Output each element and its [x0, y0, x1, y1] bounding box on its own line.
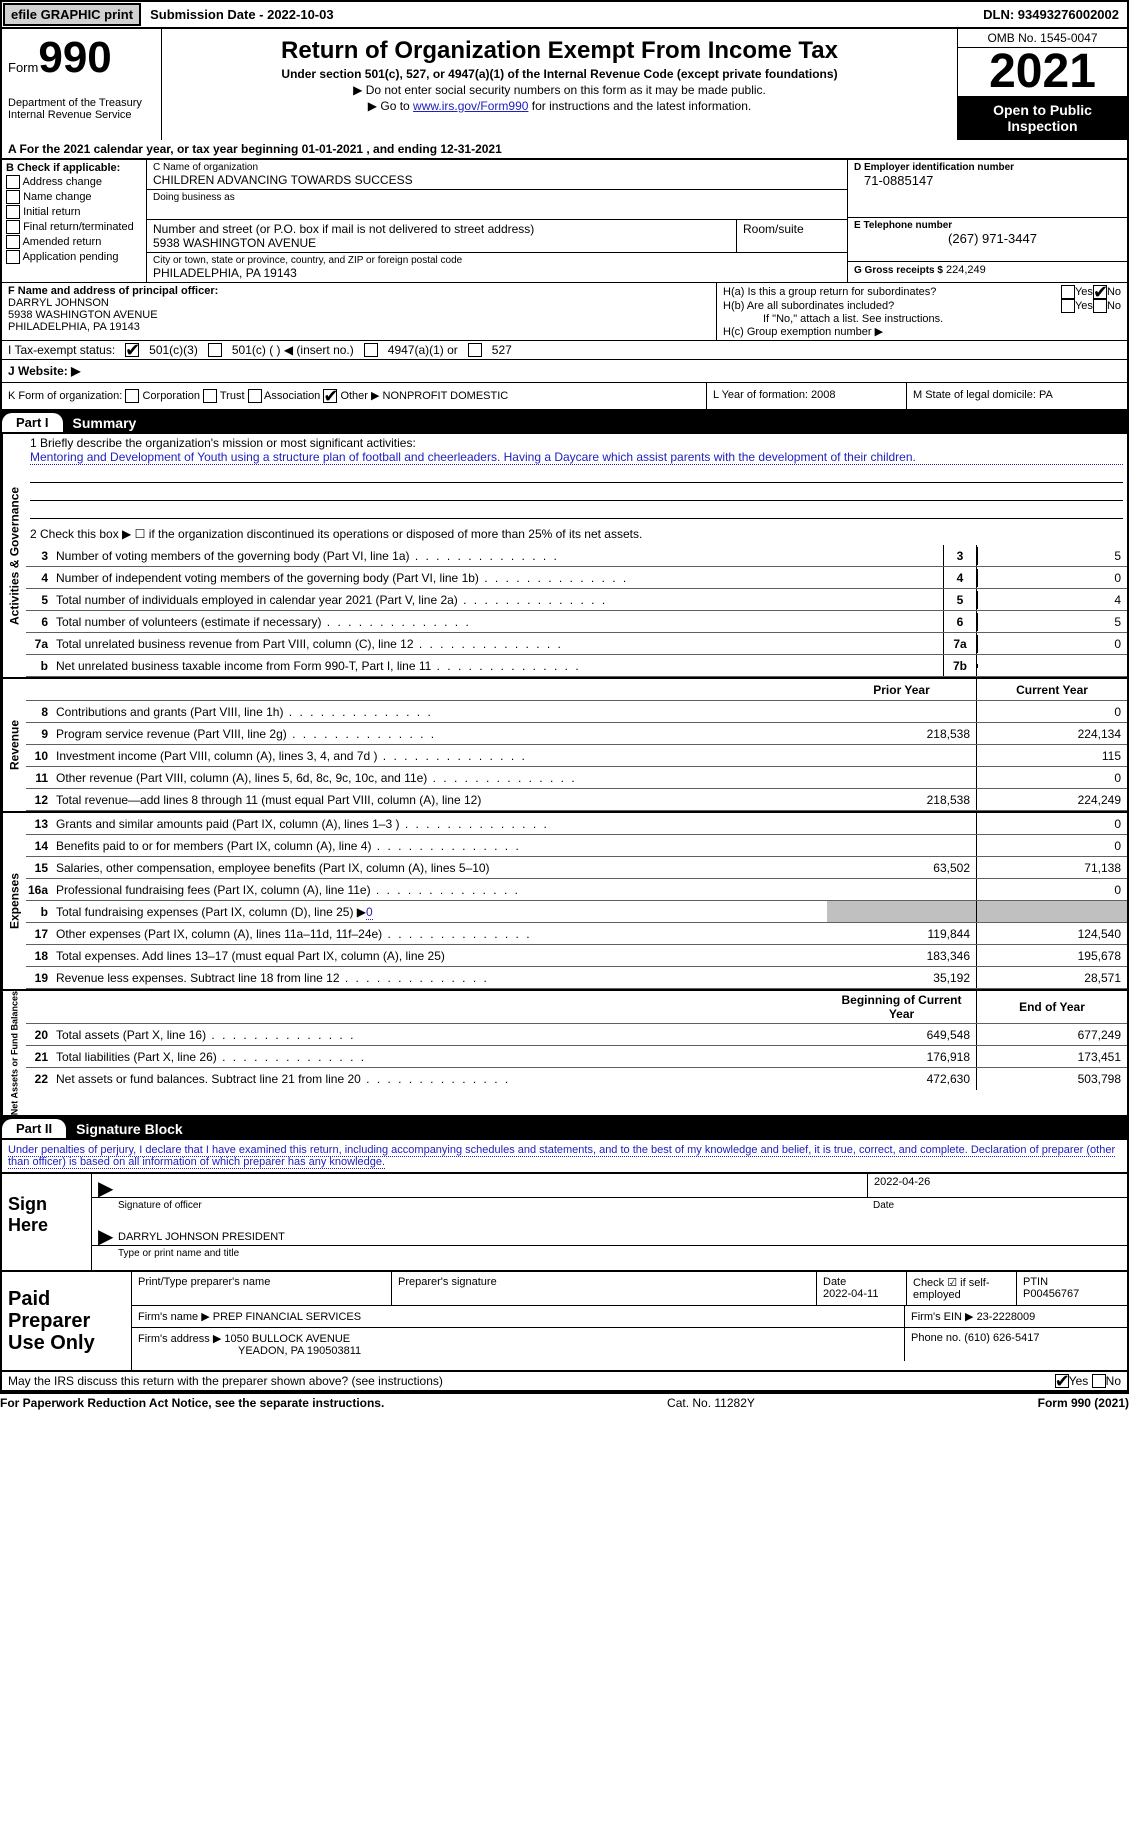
- principal-officer: F Name and address of principal officer:…: [2, 283, 717, 340]
- discuss-with-preparer: May the IRS discuss this return with the…: [0, 1372, 1129, 1392]
- name-change-checkbox[interactable]: [6, 190, 20, 204]
- address-cell: Number and street (or P.O. box if mail i…: [147, 220, 847, 253]
- line-5: Total number of individuals employed in …: [52, 591, 943, 609]
- line-19: Revenue less expenses. Subtract line 18 …: [52, 969, 827, 987]
- line-7a: Total unrelated business revenue from Pa…: [52, 635, 943, 653]
- corporation-checkbox[interactable]: [125, 389, 139, 403]
- tab-expenses: Expenses: [2, 813, 26, 989]
- line-17: Other expenses (Part IX, column (A), lin…: [52, 925, 827, 943]
- line-12: Total revenue—add lines 8 through 11 (mu…: [52, 791, 827, 809]
- form-title: Return of Organization Exempt From Incom…: [168, 37, 951, 65]
- form-of-organization: K Form of organization: Corporation Trus…: [2, 383, 707, 409]
- website-row: J Website: ▶: [0, 360, 1129, 383]
- top-bar: efile GRAPHIC print Submission Date - 20…: [0, 0, 1129, 29]
- line-22: Net assets or fund balances. Subtract li…: [52, 1070, 827, 1088]
- line-11: Other revenue (Part VIII, column (A), li…: [52, 769, 827, 787]
- sign-here-block: Sign Here ▶2022-04-26 Signature of offic…: [0, 1174, 1129, 1272]
- address-change-checkbox[interactable]: [6, 175, 20, 189]
- line-7b: Net unrelated business taxable income fr…: [52, 657, 943, 675]
- line-8: Contributions and grants (Part VIII, lin…: [52, 703, 827, 721]
- tax-exempt-status: I Tax-exempt status: 501(c)(3) 501(c) ( …: [0, 341, 1129, 360]
- trust-checkbox[interactable]: [203, 389, 217, 403]
- telephone-cell: E Telephone number (267) 971-3447: [848, 218, 1127, 262]
- line-2: 2 Check this box ▶ ☐ if the organization…: [26, 525, 1127, 543]
- group-return: H(a) Is this a group return for subordin…: [717, 283, 1127, 340]
- line-18: Total expenses. Add lines 13–17 (must eq…: [52, 947, 827, 965]
- amended-return-checkbox[interactable]: [6, 235, 20, 249]
- line-13: Grants and similar amounts paid (Part IX…: [52, 815, 827, 833]
- line-16b: Total fundraising expenses (Part IX, col…: [52, 903, 827, 921]
- 4947-checkbox[interactable]: [364, 343, 378, 357]
- ein-cell: D Employer identification number 71-0885…: [848, 160, 1127, 218]
- subtitle-3: ▶ Go to www.irs.gov/Form990 for instruct…: [168, 99, 951, 113]
- other-checkbox[interactable]: [323, 389, 337, 403]
- irs-link[interactable]: www.irs.gov/Form990: [413, 99, 528, 113]
- mission-block: 1 Briefly describe the organization's mi…: [26, 434, 1127, 523]
- 501c-checkbox[interactable]: [208, 343, 222, 357]
- tab-net-assets: Net Assets or Fund Balances: [2, 991, 26, 1115]
- line-21: Total liabilities (Part X, line 26): [52, 1048, 827, 1066]
- line-10: Investment income (Part VIII, column (A)…: [52, 747, 827, 765]
- subtitle-2: ▶ Do not enter social security numbers o…: [168, 83, 951, 97]
- tab-revenue: Revenue: [2, 679, 26, 811]
- ha-no-checkbox[interactable]: [1093, 285, 1107, 299]
- line-16a: Professional fundraising fees (Part IX, …: [52, 881, 827, 899]
- line-14: Benefits paid to or for members (Part IX…: [52, 837, 827, 855]
- final-return-checkbox[interactable]: [6, 220, 20, 234]
- line-4: Number of independent voting members of …: [52, 569, 943, 587]
- line-6: Total number of volunteers (estimate if …: [52, 613, 943, 631]
- beginning-year-header: Beginning of Current Year: [827, 991, 977, 1023]
- paid-preparer-block: Paid Preparer Use Only Print/Type prepar…: [0, 1272, 1129, 1372]
- current-year-header: Current Year: [977, 679, 1127, 700]
- dba-cell: Doing business as: [147, 190, 847, 220]
- open-to-public: Open to Public Inspection: [958, 96, 1127, 140]
- state-of-domicile: M State of legal domicile: PA: [907, 383, 1127, 409]
- year-of-formation: L Year of formation: 2008: [707, 383, 907, 409]
- col-b-checkboxes: B Check if applicable: Address change Na…: [2, 160, 147, 282]
- dln: DLN: 93493276002002: [975, 5, 1127, 24]
- line-3: Number of voting members of the governin…: [52, 547, 943, 565]
- gross-receipts-cell: G Gross receipts $ 224,249: [848, 262, 1127, 278]
- page-footer: For Paperwork Reduction Act Notice, see …: [0, 1392, 1129, 1412]
- department: Department of the Treasury Internal Reve…: [8, 97, 155, 121]
- declaration: Under penalties of perjury, I declare th…: [0, 1140, 1129, 1174]
- city-cell: City or town, state or province, country…: [147, 253, 847, 282]
- application-pending-checkbox[interactable]: [6, 250, 20, 264]
- part-1-header: Part ISummary: [0, 411, 1129, 434]
- association-checkbox[interactable]: [248, 389, 262, 403]
- end-year-header: End of Year: [977, 991, 1127, 1023]
- discuss-yes-checkbox[interactable]: [1055, 1374, 1069, 1388]
- efile-print-button[interactable]: efile GRAPHIC print: [3, 3, 141, 26]
- line-9: Program service revenue (Part VIII, line…: [52, 725, 827, 743]
- prior-year-header: Prior Year: [827, 679, 977, 700]
- 527-checkbox[interactable]: [468, 343, 482, 357]
- line-15: Salaries, other compensation, employee b…: [52, 859, 827, 877]
- part-2-header: Part IISignature Block: [0, 1117, 1129, 1140]
- form-number: Form990: [8, 33, 155, 83]
- org-name-cell: C Name of organization CHILDREN ADVANCIN…: [147, 160, 847, 190]
- tax-year: 2021: [958, 48, 1127, 96]
- initial-return-checkbox[interactable]: [6, 205, 20, 219]
- submission-date: Submission Date - 2022-10-03: [142, 5, 342, 24]
- discuss-no-checkbox[interactable]: [1092, 1374, 1106, 1388]
- subtitle-1: Under section 501(c), 527, or 4947(a)(1)…: [168, 67, 951, 81]
- ha-yes-checkbox[interactable]: [1061, 285, 1075, 299]
- hb-no-checkbox[interactable]: [1093, 299, 1107, 313]
- 501c3-checkbox[interactable]: [125, 343, 139, 357]
- row-a-tax-year: A For the 2021 calendar year, or tax yea…: [0, 140, 1129, 160]
- tab-activities-governance: Activities & Governance: [2, 434, 26, 677]
- hb-yes-checkbox[interactable]: [1061, 299, 1075, 313]
- line-20: Total assets (Part X, line 16): [52, 1026, 827, 1044]
- form-header: Form990 Department of the Treasury Inter…: [0, 29, 1129, 140]
